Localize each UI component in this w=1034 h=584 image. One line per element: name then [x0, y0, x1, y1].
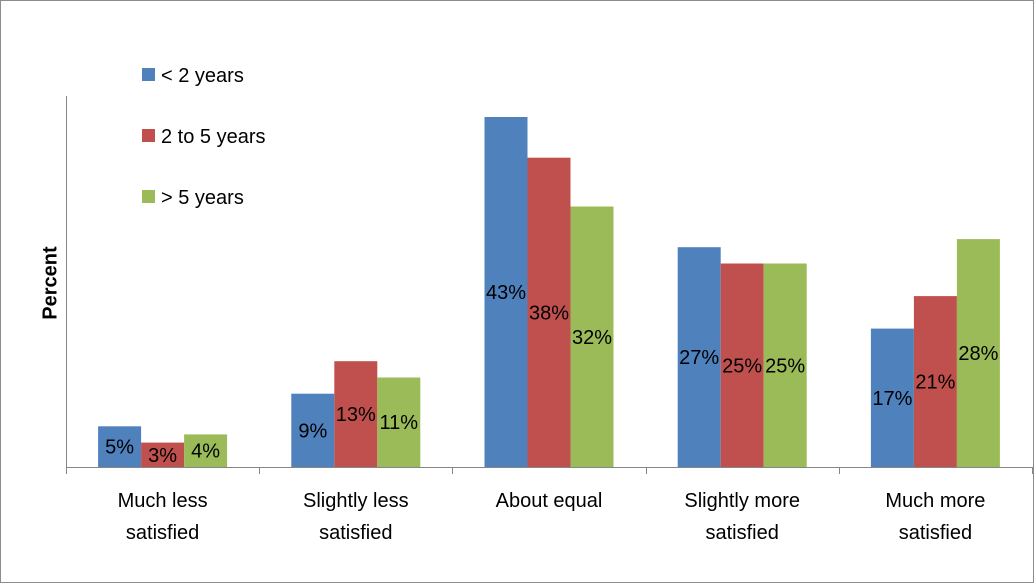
- bar-3-series-3: [570, 206, 614, 467]
- category-label-4: Slightly more: [684, 490, 800, 512]
- legend-swatch-1: [142, 68, 155, 81]
- data-label-4-series-2: 25%: [722, 355, 762, 377]
- bar-1-series-1: [98, 426, 142, 467]
- data-label-2-series-2: 13%: [336, 404, 376, 426]
- category-label-4: satisfied: [706, 522, 779, 544]
- bar-4-series-1: [677, 247, 721, 467]
- category-label-5: satisfied: [899, 522, 972, 544]
- data-label-5-series-2: 21%: [915, 372, 955, 394]
- y-axis-label: Percent: [39, 246, 61, 320]
- data-label-3-series-3: 32%: [572, 327, 612, 349]
- bar-5-series-2: [913, 296, 957, 467]
- category-label-1: satisfied: [126, 522, 199, 544]
- legend-label-3: > 5 years: [161, 187, 244, 209]
- bar-3-series-2: [527, 157, 571, 467]
- legend: < 2 years 2 to 5 years > 5 years: [142, 65, 266, 209]
- bar-2-series-1: [291, 393, 335, 467]
- bar-1-series-3: [184, 434, 228, 467]
- bar-5-series-1: [870, 328, 914, 467]
- data-labels-layer: 5% 3% 4%9%13% 11%43%38%32%27% 25% 25%17%21%28…: [105, 282, 998, 467]
- legend-swatch-3: [142, 190, 155, 203]
- bar-4-series-3: [763, 263, 807, 467]
- category-labels-layer: Much less satisfied Slightly less satisfied…: [118, 490, 986, 544]
- data-label-1-series-1: 5%: [105, 437, 134, 459]
- data-label-5-series-3: 28%: [958, 343, 998, 365]
- data-label-4-series-3: 25%: [765, 355, 805, 377]
- data-label-3-series-1: 43%: [486, 282, 526, 304]
- category-label-5: Much more: [885, 490, 985, 512]
- category-label-2: satisfied: [319, 522, 392, 544]
- data-label-2-series-3: 11%: [380, 412, 419, 434]
- data-label-2-series-1: 9%: [298, 420, 327, 442]
- bar-3-series-1: [484, 117, 528, 467]
- legend-label-1: < 2 years: [161, 65, 244, 87]
- bar-1-series-2: [141, 442, 185, 467]
- x-ticks-layer: [66, 467, 1033, 474]
- axis-layer: [66, 96, 1032, 468]
- legend-label-2: 2 to 5 years: [161, 126, 266, 148]
- category-label-2: Slightly less: [303, 490, 409, 512]
- bar-5-series-3: [956, 239, 1000, 467]
- legend-swatch-2: [142, 129, 155, 142]
- data-label-3-series-2: 38%: [529, 302, 569, 324]
- bar-2-series-3: [377, 377, 421, 467]
- bars-layer: [98, 117, 1000, 467]
- category-label-3: About equal: [496, 490, 603, 512]
- data-label-1-series-3: 4%: [191, 441, 220, 463]
- bar-2-series-2: [334, 361, 378, 467]
- data-label-1-series-2: 3%: [148, 445, 177, 467]
- data-label-4-series-1: 27%: [679, 347, 719, 369]
- category-label-1: Much less: [118, 490, 208, 512]
- data-label-5-series-1: 17%: [872, 388, 912, 410]
- bar-4-series-2: [720, 263, 764, 467]
